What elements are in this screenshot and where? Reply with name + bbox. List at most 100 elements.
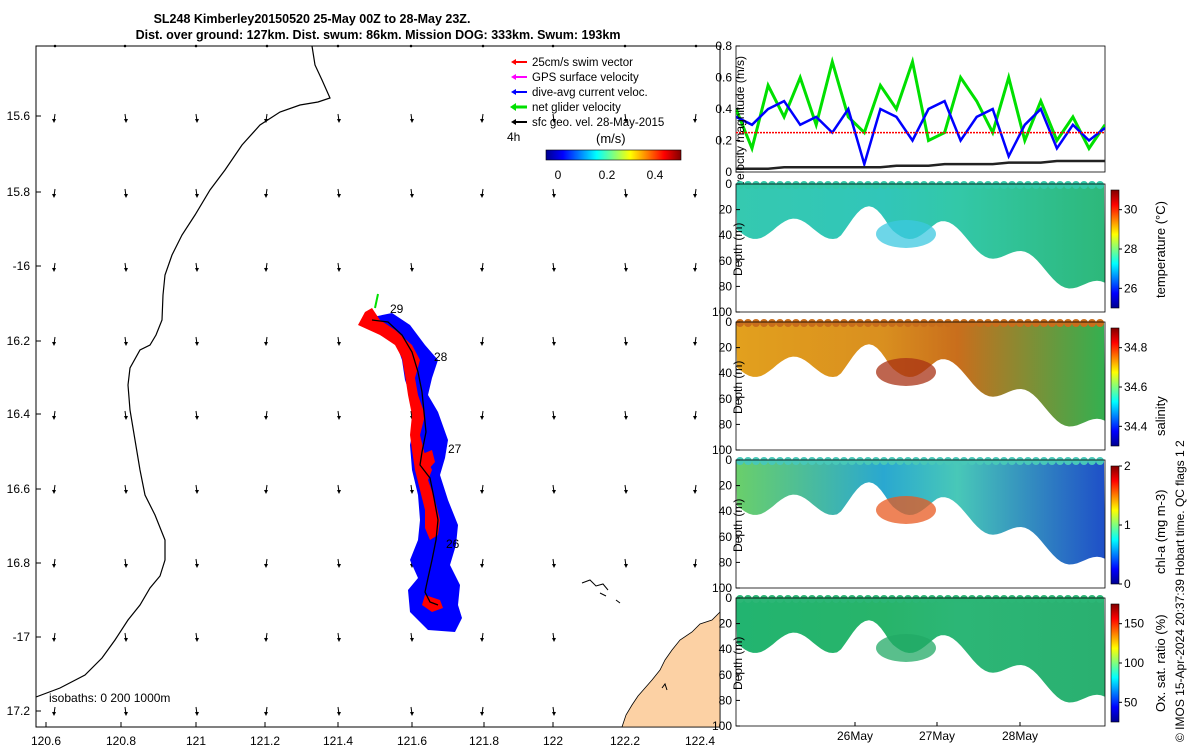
profile-surface-dot xyxy=(1040,595,1048,603)
profile-axes-box xyxy=(735,597,1106,727)
profile-surface-dot xyxy=(792,595,800,603)
current-arrow xyxy=(552,410,556,420)
profile-ytick-label: 100 xyxy=(712,581,732,595)
profile-xtick-label: 27May xyxy=(919,729,955,743)
velocity-ytick-label: 0.4 xyxy=(715,102,732,116)
current-arrow xyxy=(264,632,268,642)
current-arrow xyxy=(410,484,414,494)
profile-surface-dot xyxy=(856,595,864,603)
profile-surface-dot xyxy=(936,181,944,189)
right-panels: 0 0.2 0.4 0.6 0.8 velocity magnitude (m/s) 0… xyxy=(712,39,1187,743)
profile-ytick-label: 80 xyxy=(719,693,733,707)
profile-ytick-label: 100 xyxy=(712,305,732,319)
current-arrow xyxy=(264,558,268,568)
profile-colorbar xyxy=(1110,603,1120,723)
map-ytick-label: -16 xyxy=(13,259,31,273)
profile-surface-dot xyxy=(1048,595,1056,603)
current-arrow xyxy=(693,484,697,494)
profile-surface-dot xyxy=(952,319,960,327)
velocity-series xyxy=(736,56,1105,171)
profile-surface-dot xyxy=(1008,595,1016,603)
current-arrow xyxy=(195,632,199,642)
current-arrow xyxy=(624,262,628,272)
profile-surface-dot xyxy=(1088,457,1096,465)
isobaths-label: isobaths: 0 200 1000m xyxy=(49,691,170,705)
current-arrow xyxy=(410,706,414,716)
current-arrow xyxy=(552,336,556,346)
profile-surface-dot xyxy=(1032,457,1040,465)
speed-cbar-tick-1: 0.2 xyxy=(599,168,616,182)
profile-surface-dot xyxy=(1056,319,1064,327)
map-xtick-label: 121.2 xyxy=(250,734,280,748)
cbar-tick-label: 26 xyxy=(1124,281,1138,295)
current-arrow xyxy=(552,706,556,716)
cbar-tick-label: 150 xyxy=(1124,617,1144,631)
profile-section-fill xyxy=(736,598,1105,703)
profile-surface-dot xyxy=(952,457,960,465)
profile-surface-dot xyxy=(992,181,1000,189)
legend-label-diveavg: dive-avg current veloc. xyxy=(532,87,648,99)
profile-surface-dot xyxy=(744,457,752,465)
cbar-tick-label: 28 xyxy=(1124,242,1138,256)
profile-ytick-label: 0 xyxy=(725,591,732,605)
profile-surface-dot xyxy=(1064,457,1072,465)
profile-surface-dot xyxy=(1080,457,1088,465)
map-xtick-label: 121.6 xyxy=(397,734,427,748)
profile-surface-dot xyxy=(912,181,920,189)
profile-ylabel: Depth (m) xyxy=(731,223,745,276)
profile-surface-dot xyxy=(776,319,784,327)
profile-surface-dot xyxy=(1024,319,1032,327)
profile-surface-dot xyxy=(1064,181,1072,189)
profile-surface-dot xyxy=(888,181,896,189)
current-arrow xyxy=(124,188,128,198)
profile-surface-dot xyxy=(784,595,792,603)
profile-surface-dot xyxy=(856,181,864,189)
current-arrow xyxy=(552,632,556,642)
profile-ytick-label: 0 xyxy=(725,177,732,191)
current-arrow xyxy=(693,410,697,420)
current-arrow xyxy=(264,262,268,272)
profile-surface-dot xyxy=(960,595,968,603)
profile-feature xyxy=(876,358,936,386)
current-arrow xyxy=(480,262,484,272)
profile-ylabel: Depth (m) xyxy=(731,499,745,552)
profile-colorbar xyxy=(1110,189,1120,309)
profile-surface-dot xyxy=(824,595,832,603)
profile-surface-dot xyxy=(1032,319,1040,327)
velocity-series-line xyxy=(736,56,1105,154)
current-arrow xyxy=(480,410,484,420)
profile-surface-dot xyxy=(912,319,920,327)
profile-surface-dot xyxy=(1096,457,1104,465)
land-mass xyxy=(621,611,721,728)
profile-surface-dot xyxy=(808,181,816,189)
profile-section-fill xyxy=(736,184,1105,289)
velocity-ytick-label: 0.6 xyxy=(715,71,732,85)
current-arrow xyxy=(264,484,268,494)
profile-ytick-label: 20 xyxy=(719,617,733,631)
profile-surface-dot xyxy=(992,595,1000,603)
current-arrow xyxy=(337,706,341,716)
profile-surface-dot xyxy=(1000,319,1008,327)
profile-surface-dot xyxy=(904,319,912,327)
current-arrow xyxy=(124,410,128,420)
profile-surface-dot xyxy=(960,319,968,327)
profile-surface-dot xyxy=(848,319,856,327)
profile-ytick-label: 60 xyxy=(719,530,733,544)
profile-surface-dot xyxy=(1072,595,1080,603)
profile-surface-dot xyxy=(1088,181,1096,189)
speed-colorbar xyxy=(545,149,682,161)
profile-ytick-label: 0 xyxy=(725,453,732,467)
map-xtick-label: 121.8 xyxy=(469,734,499,748)
current-arrow xyxy=(623,44,627,48)
profile-surface-dot xyxy=(736,457,744,465)
profile-surface-dot xyxy=(840,595,848,603)
current-arrow xyxy=(52,706,56,716)
profile-surface-dot xyxy=(824,457,832,465)
profile-surface-dot xyxy=(984,181,992,189)
profile-surface-dot xyxy=(896,319,904,327)
map-ytick-label: -17 xyxy=(13,630,31,644)
profile-surface-dot xyxy=(744,319,752,327)
profile-surface-dot xyxy=(984,595,992,603)
profile-surface-dot xyxy=(1072,181,1080,189)
legend-label-gps: GPS surface velocity xyxy=(532,72,639,84)
